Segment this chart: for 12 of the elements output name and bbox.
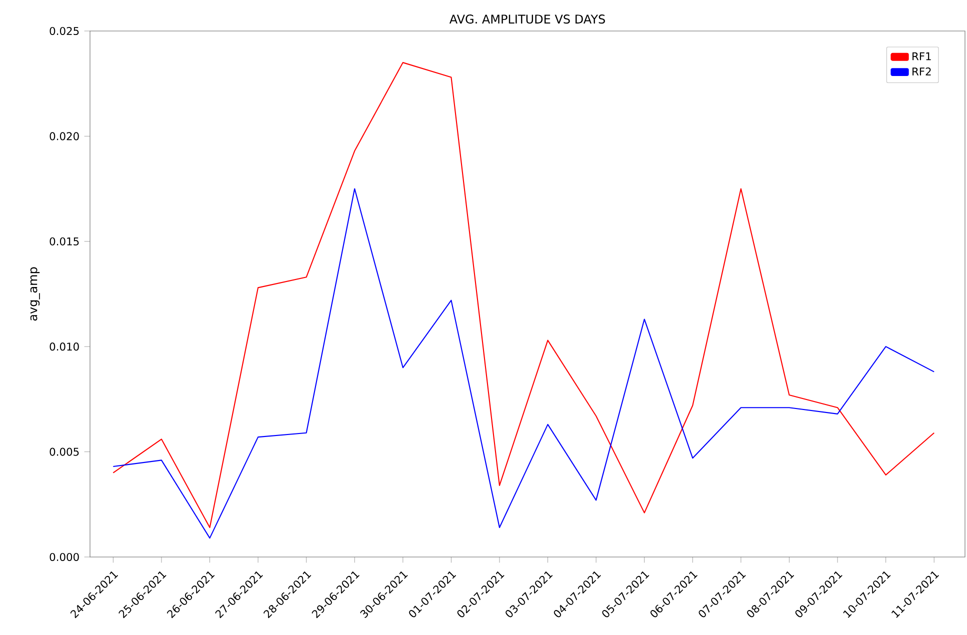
y-axis-title: avg_amp	[30, 267, 40, 321]
legend-label: RF1	[912, 52, 931, 60]
legend-label: RF2	[912, 67, 931, 76]
y-tick-label: 0.025	[50, 26, 79, 36]
line-series	[112, 62, 935, 528]
y-tick-label: 0.020	[50, 132, 79, 140]
y-tick-label: 0.015	[50, 237, 79, 246]
y-tick-label: 0.005	[50, 448, 79, 456]
y-tick-label: 0.000	[50, 552, 79, 562]
chart-title: AVG. AMPLITUDE VS DAYS	[449, 14, 605, 24]
line-series	[112, 188, 935, 539]
y-tick-label: 0.010	[50, 342, 79, 351]
